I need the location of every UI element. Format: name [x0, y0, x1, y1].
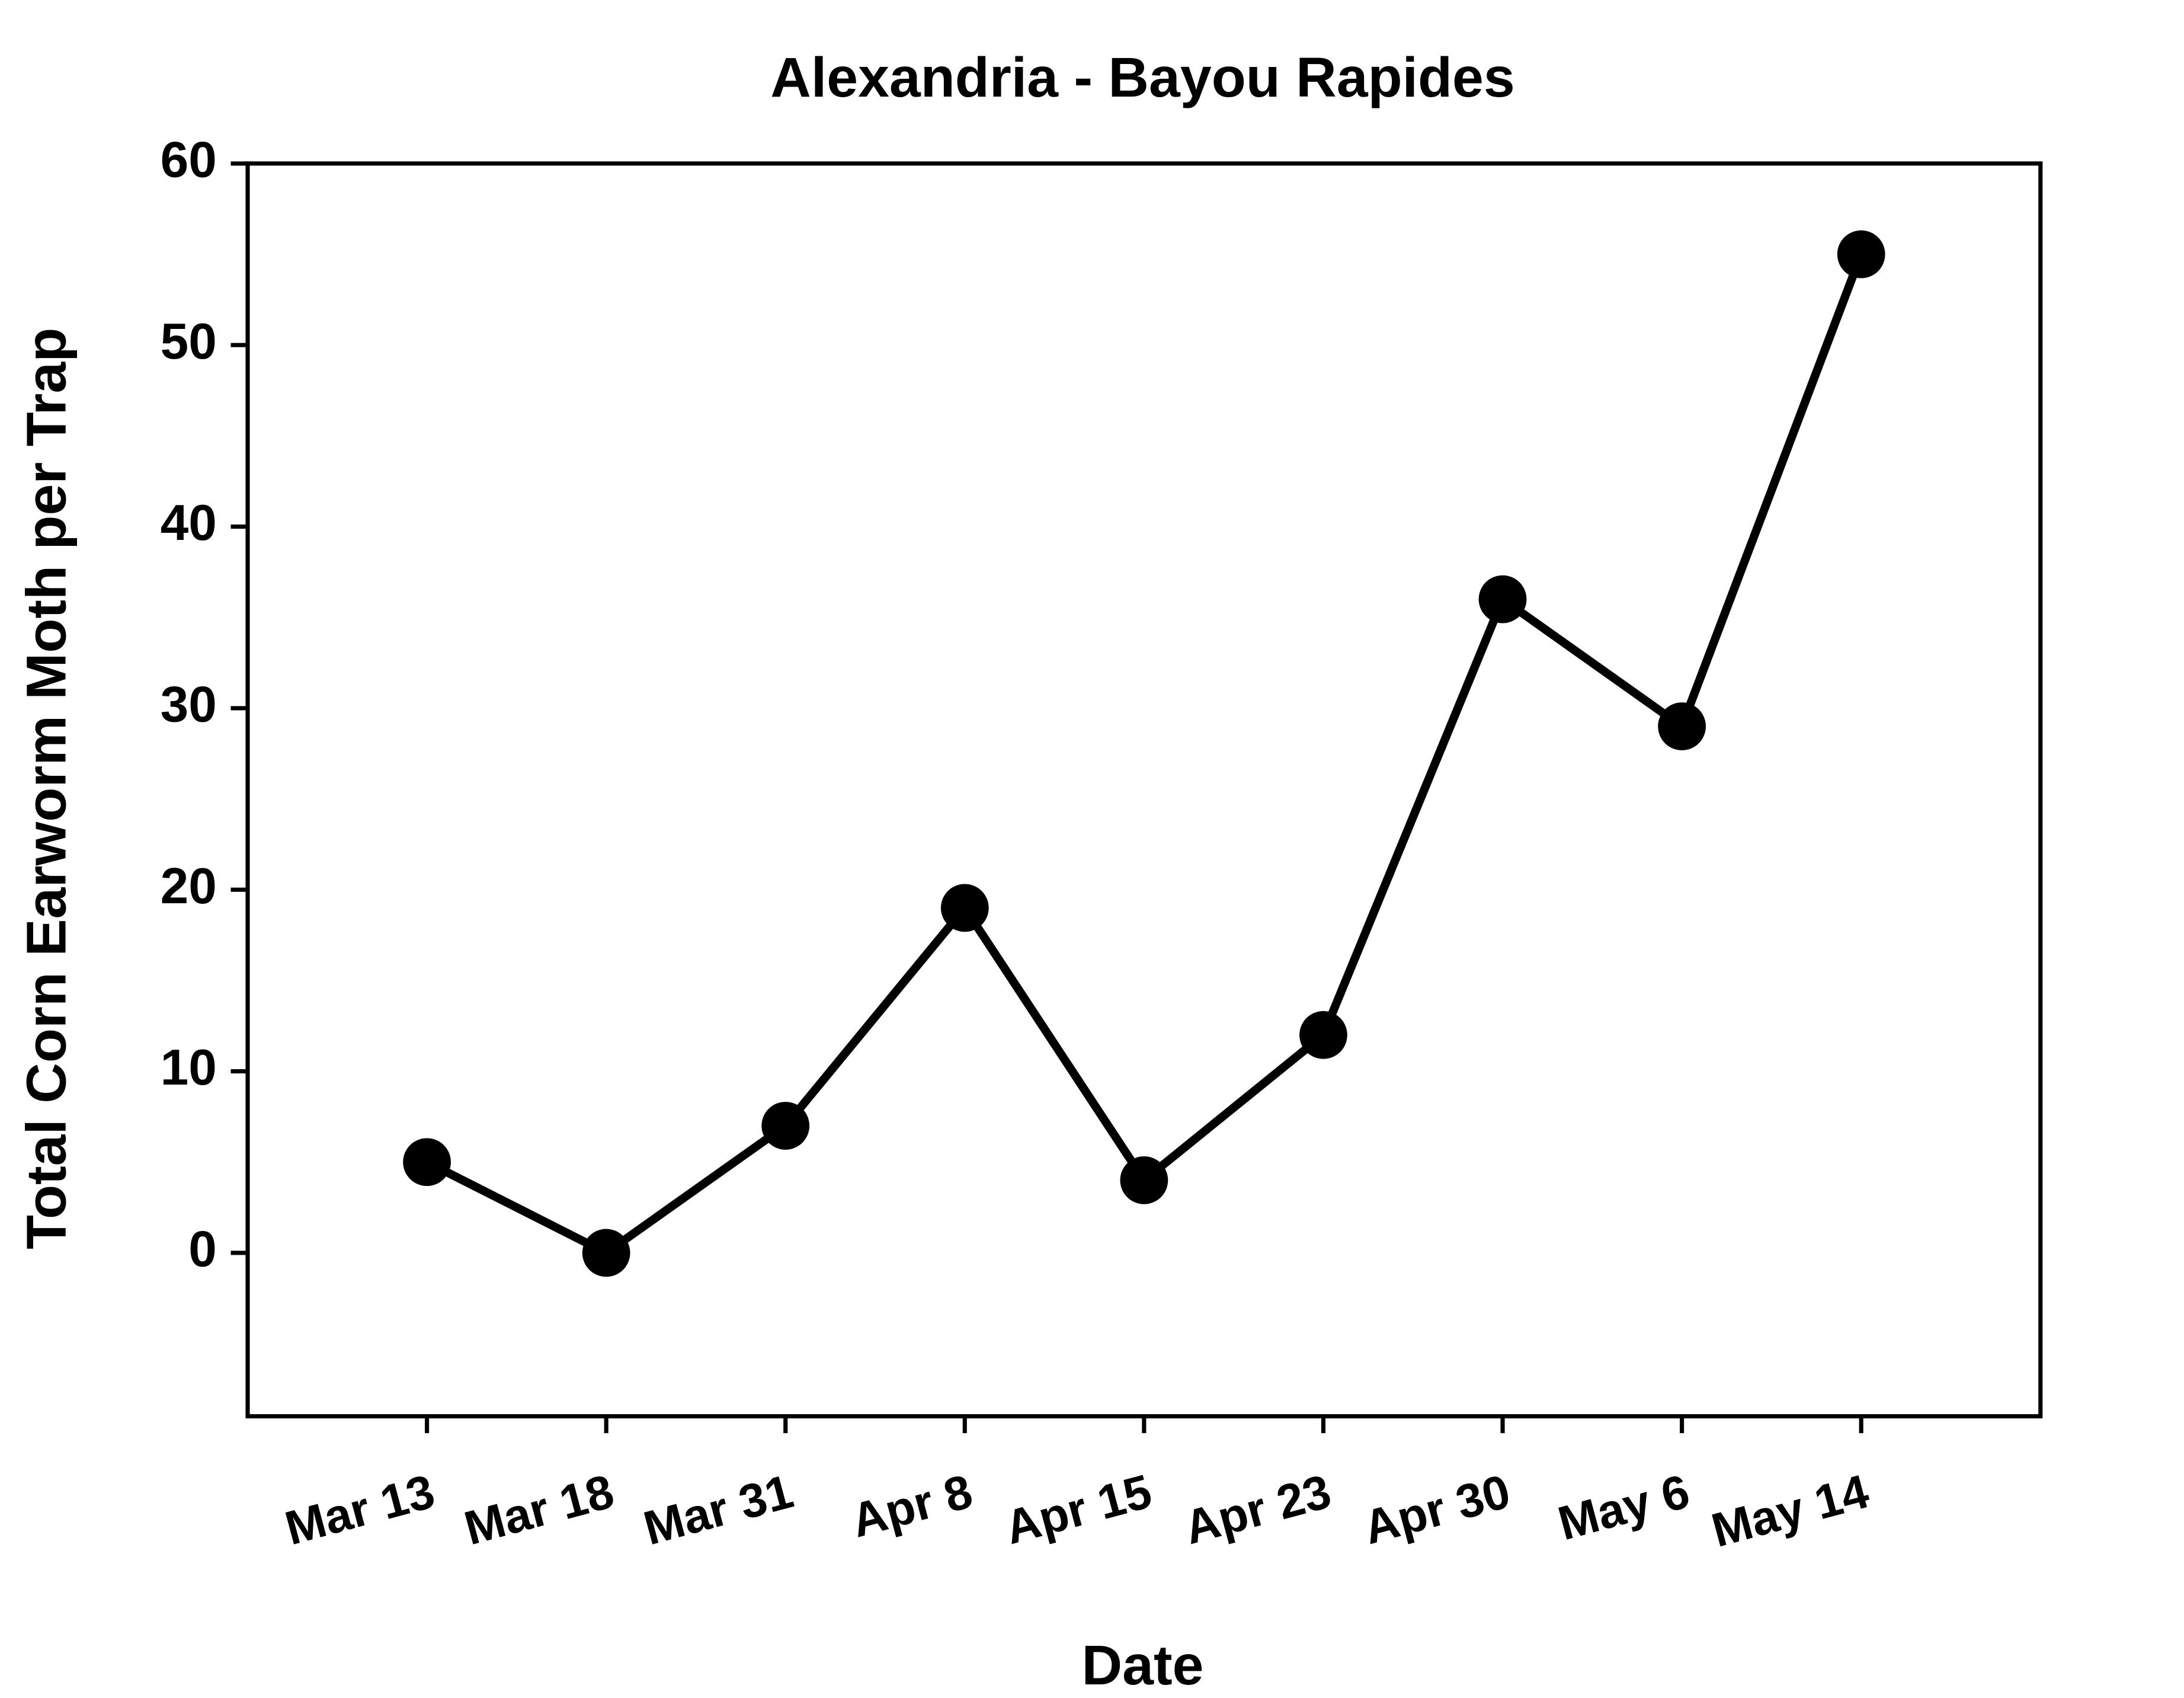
marker [1837, 230, 1885, 279]
marker [761, 1102, 810, 1150]
x-tick-label: Apr 23 [1179, 1464, 1336, 1555]
y-tick-label: 10 [161, 1040, 217, 1096]
x-tick-label: Mar 31 [638, 1464, 798, 1555]
marker [403, 1138, 451, 1187]
x-tick-label: May 14 [1706, 1464, 1875, 1558]
plot-frame [245, 161, 2043, 1419]
y-tick-label: 20 [161, 858, 217, 914]
y-axis-label: Total Corn Earworm Moth per Trap [15, 328, 78, 1249]
y-tick-label: 0 [188, 1221, 217, 1277]
y-tick-label: 30 [161, 676, 217, 733]
y-tick-label: 40 [161, 495, 217, 551]
x-tick-label: Mar 13 [280, 1464, 440, 1555]
chart-title: Alexandria - Bayou Rapides [770, 46, 1514, 109]
marker [1478, 575, 1527, 623]
x-tick-label: Apr 15 [1000, 1464, 1157, 1555]
x-tick-label: Apr 30 [1358, 1464, 1516, 1555]
series-line [425, 252, 1865, 1258]
x-tick-label: Mar 18 [459, 1464, 619, 1555]
marker [940, 884, 989, 932]
x-tick-label: May 6 [1553, 1464, 1695, 1550]
y-tick-label: 60 [161, 132, 217, 188]
x-axis-label: Date [1082, 1634, 1204, 1697]
marker [1658, 702, 1706, 750]
marker [582, 1229, 630, 1277]
x-tick-label: Apr 8 [846, 1464, 978, 1547]
marker [1120, 1156, 1168, 1204]
y-tick-label: 50 [161, 314, 217, 370]
marker [1299, 1011, 1347, 1059]
